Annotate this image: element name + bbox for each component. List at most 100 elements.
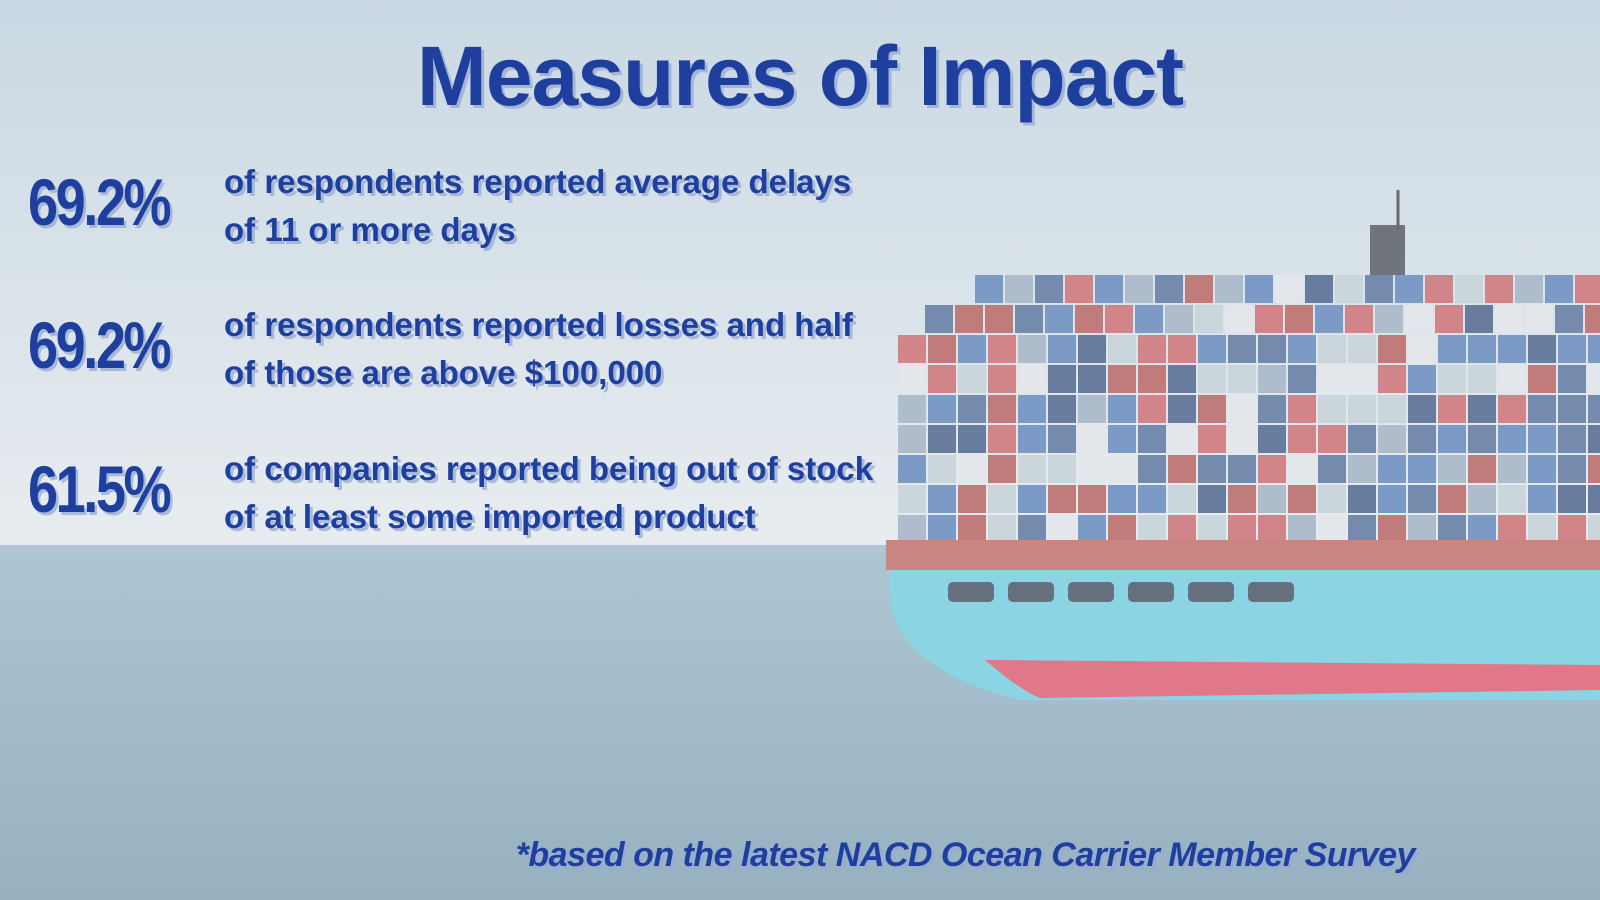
container [1048,455,1076,483]
container [1048,485,1076,513]
container [1018,365,1046,393]
container [1045,305,1073,333]
container [1318,485,1346,513]
container [1228,425,1256,453]
stat-text: of companies reported being out of stock… [224,450,874,535]
container [1345,305,1373,333]
stat-text: of respondents reported losses and half … [224,306,853,391]
container [1258,455,1286,483]
container [1555,305,1583,333]
container [1348,395,1376,423]
container [1078,335,1106,363]
container [1558,365,1586,393]
container [958,455,986,483]
container [1348,425,1376,453]
footnote: *based on the latest NACD Ocean Carrier … [515,836,1416,874]
container [1228,515,1256,543]
container [1498,515,1526,543]
container [1288,335,1316,363]
stat-value: 69.2% [28,308,172,382]
stat-text: of respondents reported average delays o… [224,163,852,248]
container [1288,485,1316,513]
container [1588,365,1600,393]
container [958,425,986,453]
container [1198,485,1226,513]
container [1245,275,1273,303]
container [1138,425,1166,453]
container [1545,275,1573,303]
container [1168,485,1196,513]
container [1185,275,1213,303]
container [1108,395,1136,423]
container [1015,305,1043,333]
container [958,485,986,513]
container [1438,425,1466,453]
container [898,455,926,483]
container [1138,485,1166,513]
container [1018,335,1046,363]
title-text: Measures of Impact [416,29,1184,123]
container [1348,335,1376,363]
container [1005,275,1033,303]
container [898,335,926,363]
container [1438,335,1466,363]
container [1588,425,1600,453]
container [1018,395,1046,423]
container [1318,395,1346,423]
container [1468,455,1496,483]
container [1138,395,1166,423]
container [1528,455,1556,483]
title: Measures of Impact [0,28,1600,125]
container [1558,425,1586,453]
container [1468,365,1496,393]
container [1078,455,1106,483]
container [1468,485,1496,513]
container [1108,335,1136,363]
container [1498,425,1526,453]
container [1378,485,1406,513]
container [1378,455,1406,483]
container [928,335,956,363]
container [1318,425,1346,453]
hull-stripe [985,660,1600,698]
container [1228,485,1256,513]
container [1138,455,1166,483]
sky [0,0,1600,545]
container [1528,365,1556,393]
container [1108,365,1136,393]
container [1288,455,1316,483]
container [1255,305,1283,333]
container [1075,305,1103,333]
ship-funnel [1370,225,1405,275]
container [1558,395,1586,423]
container [1588,455,1600,483]
container [1365,275,1393,303]
container [1065,275,1093,303]
container [1035,275,1063,303]
container [1168,455,1196,483]
container [1048,395,1076,423]
container [988,455,1016,483]
container [988,335,1016,363]
hull-window [1248,582,1294,602]
container [1288,425,1316,453]
container [1438,485,1466,513]
container [988,485,1016,513]
container [928,515,956,543]
stat-value: 69.2% [28,165,172,239]
container [1288,395,1316,423]
container [1558,455,1586,483]
container [1095,275,1123,303]
container [1378,515,1406,543]
container [1198,455,1226,483]
container [988,425,1016,453]
container [1048,515,1076,543]
container [1408,335,1436,363]
container [1078,395,1106,423]
container [1318,455,1346,483]
container [1288,365,1316,393]
container [1198,515,1226,543]
container [1318,335,1346,363]
container [1315,305,1343,333]
